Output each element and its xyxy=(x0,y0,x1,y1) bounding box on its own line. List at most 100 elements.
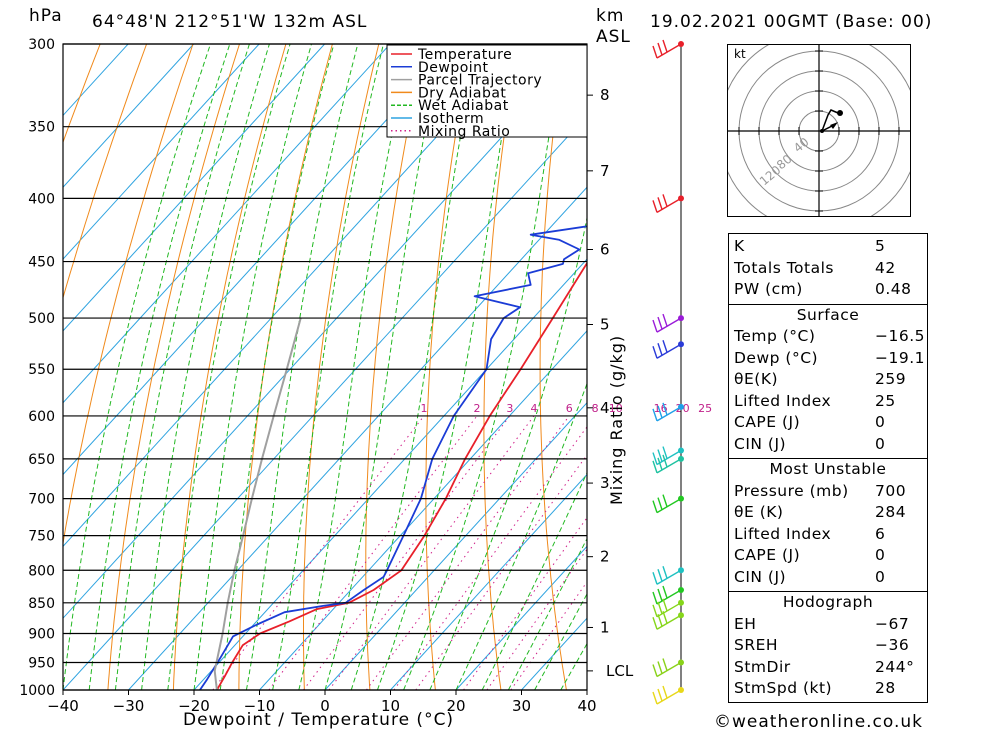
wind-barb-feather xyxy=(657,197,663,210)
isotherm-line xyxy=(324,401,587,690)
wind-barb-feather xyxy=(657,343,663,356)
isotherm-line xyxy=(259,330,587,690)
dry-adiabat-line xyxy=(647,44,697,690)
index-section-title: Most Unstable xyxy=(769,460,887,478)
wind-barb-feather xyxy=(662,611,668,624)
mixing-ratio-value: 10 xyxy=(609,402,623,415)
wind-barb-shaft xyxy=(656,498,682,514)
wind-barb xyxy=(652,454,682,474)
lcl-label: LCL xyxy=(606,662,634,680)
x-tick-label: −30 xyxy=(113,697,145,715)
pressure-tick-label: 700 xyxy=(28,492,55,508)
dry-adiabat-line xyxy=(63,44,148,300)
pressure-tick-label: 450 xyxy=(28,255,55,271)
index-key: EH xyxy=(734,614,757,633)
pressure-tick-label: 300 xyxy=(28,37,55,53)
wind-barb-feather xyxy=(657,588,663,602)
wet-adiabat-line xyxy=(63,44,211,690)
isotherm-line xyxy=(63,44,457,476)
wind-barb-shaft xyxy=(656,614,682,630)
temperature-line xyxy=(216,261,587,690)
wind-barb-feather xyxy=(652,591,658,605)
hodograph-trace xyxy=(821,109,839,132)
wind-barb-feather xyxy=(657,449,663,462)
index-key: θE(K) xyxy=(734,370,779,388)
wind-barb-feather xyxy=(662,454,668,468)
index-key: CIN (J) xyxy=(734,567,787,586)
wind-barb-feather xyxy=(652,572,658,585)
wind-barb xyxy=(652,446,682,466)
index-row: CIN (J) 0 xyxy=(729,568,927,589)
wind-barb-shaft xyxy=(656,406,682,422)
wind-barb-feather xyxy=(652,408,658,422)
wind-barb-feather xyxy=(652,460,658,474)
index-value: 244° xyxy=(875,657,915,676)
hodograph-panel: 40 80 120 kt xyxy=(727,44,911,217)
index-value: −19.1 xyxy=(875,348,925,367)
isotherm-line xyxy=(63,44,129,117)
sounding-series xyxy=(199,225,587,690)
index-section-title: Surface xyxy=(796,305,860,324)
index-value: 0 xyxy=(875,567,886,586)
mixing-ratio-line xyxy=(365,415,570,690)
km-tick-label: 2 xyxy=(600,548,610,566)
wind-barb-feather xyxy=(657,457,663,471)
wind-barb-feather xyxy=(652,617,658,630)
index-value: 0 xyxy=(875,413,886,431)
index-section-title: Hodograph xyxy=(782,593,874,611)
pressure-tick-label: 750 xyxy=(28,529,55,545)
isotherm-line xyxy=(193,258,587,690)
index-separator xyxy=(729,458,927,459)
storm-motion-line xyxy=(821,124,835,132)
wind-barb-feather xyxy=(652,691,658,705)
wind-barb-shaft xyxy=(656,602,682,618)
pressure-tick-label: 950 xyxy=(28,655,55,671)
km-tick-label: 4 xyxy=(600,399,610,417)
wet-adiabat-line xyxy=(376,44,518,690)
wind-barb-shaft xyxy=(656,343,682,359)
mixing-ratio-value: 1 xyxy=(420,402,427,415)
dewpoint-line xyxy=(199,225,587,690)
wind-barb-feather xyxy=(662,446,668,459)
x-tick-label: −40 xyxy=(47,697,79,715)
wind-barb-shaft xyxy=(656,449,682,466)
dry-adiabat-line xyxy=(238,44,333,690)
mixing-ratio-value: 8 xyxy=(592,402,599,415)
pressure-tick-label: 650 xyxy=(28,452,55,468)
index-row: θE (K) 284 xyxy=(729,503,927,524)
index-row: StmDir 244° xyxy=(729,658,927,679)
index-key: Dewp (°C) xyxy=(734,348,819,367)
legend-label: Dewpoint xyxy=(418,60,489,76)
axis-tick-labels: 3003504004505005506006507007508008509009… xyxy=(19,37,633,715)
wet-adiabat-line xyxy=(507,537,587,690)
wind-barb-feather xyxy=(662,494,668,507)
wind-barb-feather xyxy=(652,200,658,213)
mixing-ratio-value: 2 xyxy=(474,402,481,415)
wind-barb xyxy=(652,611,682,630)
index-row: PW (cm) 0.48 xyxy=(729,280,927,301)
mixing-ratio-value: 25 xyxy=(698,402,712,415)
wind-barb xyxy=(652,585,682,605)
mixing-ratio-line xyxy=(510,581,587,690)
index-value: 5 xyxy=(875,237,886,255)
wind-barb-shaft xyxy=(656,317,682,333)
hodograph-endpoint xyxy=(837,110,843,116)
index-value: 6 xyxy=(875,524,886,543)
x-tick-label: −20 xyxy=(178,697,210,715)
index-value: 0.48 xyxy=(875,280,912,298)
index-key: Lifted Index xyxy=(734,391,832,410)
km-tick-label: 3 xyxy=(600,474,610,492)
pressure-tick-label: 850 xyxy=(28,596,55,612)
dry-adiabat-line xyxy=(983,44,1000,690)
wind-barb xyxy=(652,402,682,422)
index-row: Lifted Index 25 xyxy=(729,392,927,413)
indices-table: K 5 Totals Totals 42 PW (cm) 0.48 Surface Temp … xyxy=(728,233,928,703)
isotherm-line xyxy=(63,44,522,548)
index-key: StmSpd (kt) xyxy=(734,679,833,697)
wind-barb-feather xyxy=(662,598,668,612)
wind-barb-feather xyxy=(657,42,663,56)
index-key: CIN (J) xyxy=(734,434,787,453)
isotherm-line xyxy=(128,186,587,690)
